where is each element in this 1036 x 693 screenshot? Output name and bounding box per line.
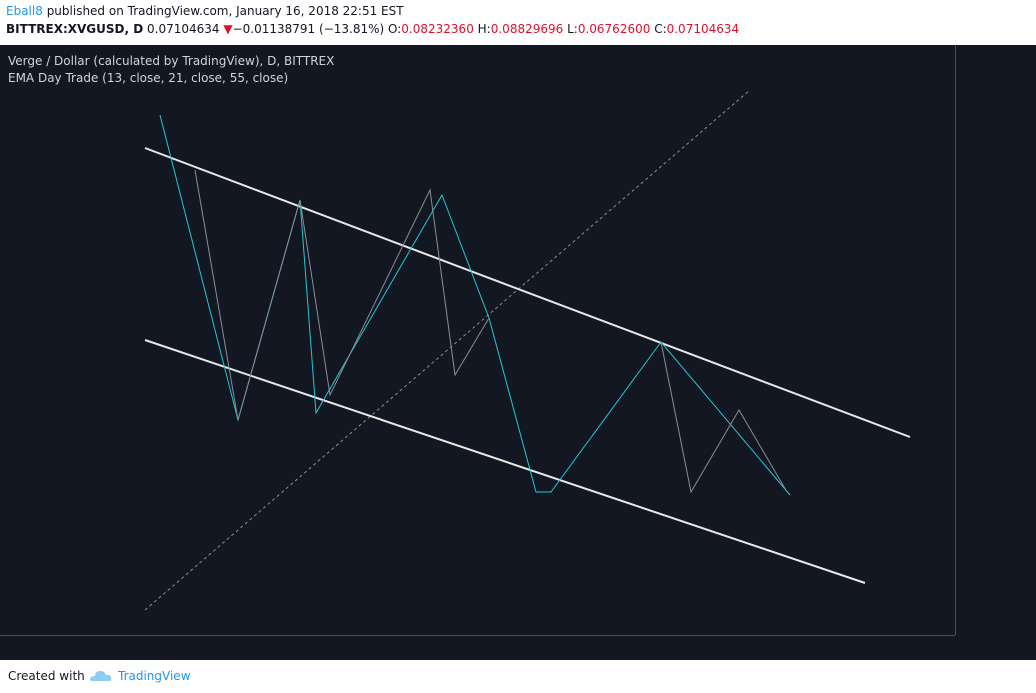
footer: Created with TradingView	[0, 660, 1036, 693]
quote-line: BITTREX:XVGUSD, D 0.07104634 ▼−0.0113879…	[6, 22, 739, 36]
upper-channel	[144, 147, 911, 438]
l-label: L:	[567, 22, 578, 36]
arrow: ▼	[223, 22, 233, 36]
fib-trend-line	[144, 89, 751, 611]
brand-icon	[90, 670, 112, 681]
lower-channel	[144, 339, 866, 584]
legend-title: Verge / Dollar (calculated by TradingVie…	[8, 54, 334, 68]
close: 0.07104634	[666, 22, 740, 36]
wave-projection	[660, 341, 788, 494]
author[interactable]: Eball8	[6, 4, 43, 18]
last: 0.07104634	[147, 22, 220, 36]
high: 0.08829696	[490, 22, 564, 36]
symbol: BITTREX:XVGUSD, D	[6, 22, 144, 36]
wave-subcount	[194, 169, 490, 421]
low: 0.06762600	[577, 22, 651, 36]
open: 0.08232360	[401, 22, 474, 36]
o-label: O:	[388, 22, 402, 36]
h-label: H:	[477, 22, 491, 36]
legend-indicator: EMA Day Trade (13, close, 21, close, 55,…	[8, 71, 288, 85]
change: −0.01138791 (−13.81%)	[232, 22, 385, 36]
background	[0, 45, 1036, 660]
brand[interactable]: TradingView	[118, 669, 191, 683]
created-with: Created with	[8, 669, 85, 683]
header: Eball8 published on TradingView.com, Jan…	[0, 0, 1036, 45]
chart: Verge / Dollar (calculated by TradingVie…	[0, 45, 1036, 660]
c-label: C:	[654, 22, 667, 36]
published: published on TradingView.com, January 16…	[46, 4, 404, 18]
publish-line: Eball8 published on TradingView.com, Jan…	[6, 4, 404, 18]
